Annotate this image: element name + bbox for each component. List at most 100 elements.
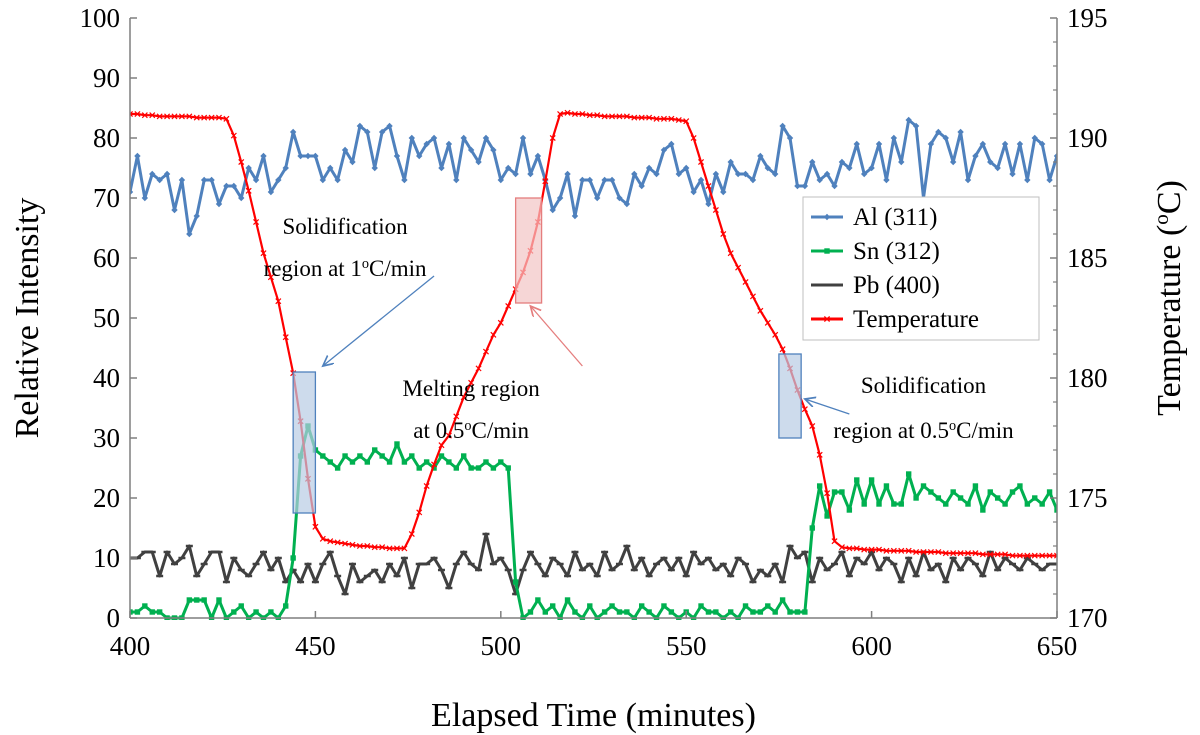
data-point <box>809 525 815 531</box>
annotation-arrow <box>323 275 435 366</box>
data-point <box>342 453 348 459</box>
data-point <box>623 113 630 120</box>
data-point <box>557 110 564 118</box>
data-point <box>571 212 579 220</box>
data-point <box>431 465 437 471</box>
data-point <box>327 164 334 172</box>
data-point <box>208 114 215 121</box>
data-point <box>861 546 868 553</box>
data-point <box>883 547 890 554</box>
data-point <box>646 609 652 615</box>
data-point <box>979 551 986 558</box>
data-point <box>364 542 371 550</box>
data-point <box>215 114 223 121</box>
legend-label: Pb (400) <box>853 272 940 299</box>
data-point <box>186 113 193 120</box>
data-point <box>994 551 1001 558</box>
data-point <box>757 152 764 160</box>
data-point <box>660 146 668 154</box>
data-point <box>1046 176 1053 184</box>
data-point <box>942 550 949 557</box>
legend-item: Temperature <box>811 306 979 333</box>
data-point <box>965 501 971 507</box>
data-point <box>231 609 237 615</box>
data-point <box>134 110 141 118</box>
data-point <box>712 206 719 214</box>
x-tick-label: 650 <box>1037 631 1078 661</box>
data-point <box>771 170 779 178</box>
x-tick-label: 600 <box>851 631 892 661</box>
data-point <box>1054 507 1057 513</box>
data-point <box>564 109 571 116</box>
data-point <box>475 465 482 471</box>
data-point <box>275 298 282 305</box>
data-point <box>586 112 593 119</box>
data-point <box>749 293 756 300</box>
data-point <box>912 122 920 130</box>
data-point <box>534 152 542 160</box>
data-point <box>890 134 898 142</box>
data-point <box>1039 552 1046 559</box>
y-tick-label: 0 <box>107 603 121 633</box>
data-point <box>549 206 556 214</box>
axes: 0 10 20 30 40 50 60 70 80 90 100 170 175 180 185 190 195… <box>80 3 1108 661</box>
data-point <box>475 365 482 372</box>
data-point <box>201 114 208 121</box>
data-point <box>490 331 497 338</box>
data-point <box>497 319 504 326</box>
data-point <box>535 597 541 603</box>
data-point <box>1009 552 1016 559</box>
data-point <box>178 113 185 120</box>
legend-label: Temperature <box>853 306 979 333</box>
data-point <box>438 164 445 172</box>
data-point <box>149 170 156 178</box>
data-point <box>542 609 548 615</box>
data-point <box>193 212 200 220</box>
legend-marker <box>824 248 830 254</box>
data-point <box>601 176 608 184</box>
data-point <box>757 609 764 615</box>
data-point <box>423 140 430 148</box>
data-point <box>690 188 697 196</box>
data-point <box>393 545 401 552</box>
data-point <box>868 164 875 172</box>
data-point <box>372 447 378 453</box>
data-point <box>957 128 964 136</box>
data-point <box>616 113 623 120</box>
data-point <box>742 170 749 178</box>
data-point <box>549 134 556 142</box>
annotation-arrow <box>805 399 850 415</box>
data-point <box>661 603 667 609</box>
data-point <box>720 188 727 196</box>
data-point <box>416 465 422 471</box>
data-point <box>861 501 867 507</box>
data-point <box>653 170 660 178</box>
data-point <box>697 176 705 184</box>
x-axis-title: Elapsed Time (minutes) <box>431 697 756 734</box>
data-point <box>623 200 631 208</box>
y-tick-label: 60 <box>93 243 120 273</box>
data-point <box>1002 551 1009 558</box>
data-point <box>764 164 771 172</box>
data-point <box>920 548 927 556</box>
data-point <box>1016 552 1023 559</box>
data-point <box>142 603 148 609</box>
data-point <box>860 170 868 178</box>
data-point <box>379 544 386 551</box>
data-point <box>757 307 764 314</box>
annotation-arrow <box>530 306 583 367</box>
series-pb <box>130 532 1057 596</box>
data-point <box>698 158 705 166</box>
data-point <box>675 116 682 124</box>
data-point <box>920 483 927 489</box>
data-point <box>130 110 134 118</box>
data-point <box>1002 501 1008 507</box>
data-point <box>713 609 719 615</box>
data-point <box>720 230 727 238</box>
annotation-box <box>514 197 543 304</box>
data-point <box>571 110 578 118</box>
y-tick-label: 30 <box>93 423 120 453</box>
y2-tick-label: 195 <box>1067 3 1108 33</box>
